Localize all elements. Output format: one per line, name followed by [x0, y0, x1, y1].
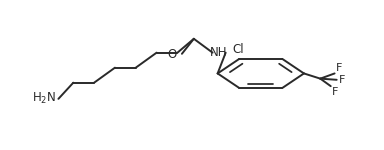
- Text: NH: NH: [210, 46, 228, 59]
- Text: O: O: [167, 48, 177, 62]
- Text: Cl: Cl: [232, 43, 243, 56]
- Text: F: F: [332, 87, 338, 97]
- Text: H$_2$N: H$_2$N: [32, 91, 56, 106]
- Text: F: F: [336, 63, 343, 73]
- Text: F: F: [339, 75, 345, 85]
